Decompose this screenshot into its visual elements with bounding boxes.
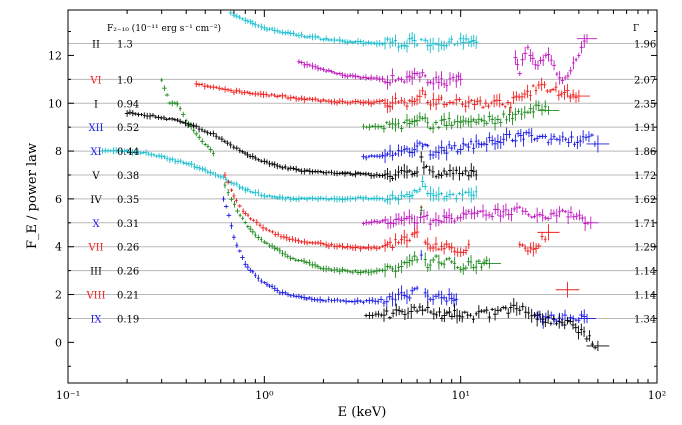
series-VIII xyxy=(555,281,580,298)
row-label-XII: XII xyxy=(88,123,103,134)
series-XI xyxy=(361,127,610,163)
y-tick-label: 12 xyxy=(48,49,62,62)
row-gamma-VII: 1.29 xyxy=(634,243,656,254)
row-flux-IX: 0.19 xyxy=(117,314,139,325)
y-tick-label: 4 xyxy=(55,241,62,254)
series-VII xyxy=(223,171,560,258)
series-III xyxy=(223,182,502,278)
row-gamma-III: 1.14 xyxy=(634,267,656,278)
series-II xyxy=(228,10,479,54)
flux-header: F₂₋₁₀ (10⁻¹¹ erg s⁻¹ cm⁻²) xyxy=(107,23,221,34)
x-tick-label: 10¹ xyxy=(451,389,469,402)
row-flux-XI: 0.44 xyxy=(117,147,139,158)
row-flux-I: 0.94 xyxy=(117,99,139,110)
plot-frame xyxy=(67,9,658,384)
row-flux-II: 1.3 xyxy=(117,39,133,50)
row-label-XI: XI xyxy=(90,147,101,158)
gamma-header: Γ xyxy=(633,24,639,34)
row-label-VII: VII xyxy=(87,243,103,254)
row-gamma-XII: 1.91 xyxy=(634,123,656,134)
row-flux-V: 0.38 xyxy=(117,171,139,182)
row-flux-X: 0.31 xyxy=(117,219,139,230)
x-tick-label: 10⁻¹ xyxy=(56,389,80,402)
row-gamma-XI: 1.86 xyxy=(634,147,656,158)
row-gamma-X: 1.71 xyxy=(634,219,656,230)
y-tick-label: 10 xyxy=(48,97,62,110)
x-tick-label: 10⁰ xyxy=(255,389,274,402)
series-VI xyxy=(297,33,598,92)
row-flux-VIII: 0.21 xyxy=(117,291,139,302)
series-IX xyxy=(221,196,597,329)
row-gamma-I: 2.35 xyxy=(634,99,656,110)
row-flux-IV: 0.35 xyxy=(117,195,139,206)
row-label-I: I xyxy=(94,99,98,110)
y-tick-label: 8 xyxy=(55,145,62,158)
row-label-II: II xyxy=(92,39,100,50)
row-label-V: V xyxy=(91,171,100,182)
series-V xyxy=(124,109,478,183)
row-label-III: III xyxy=(90,267,102,278)
offset-lines xyxy=(68,42,657,319)
row-label-IV: IV xyxy=(90,195,102,206)
series-IV xyxy=(100,147,478,205)
y-tick-label: 6 xyxy=(55,193,62,206)
row-label-IX: IX xyxy=(90,314,102,325)
row-gamma-V: 1.72 xyxy=(634,171,656,182)
x-axis-title: E (keV) xyxy=(338,405,387,420)
series-XII xyxy=(160,78,560,157)
row-flux-XII: 0.52 xyxy=(117,123,139,134)
row-label-VIII: VIII xyxy=(85,291,105,302)
axis-ticks: 0 2 4 6 8 10 12 10⁻¹ 10⁰ 10¹ 10² xyxy=(48,10,666,402)
row-flux-VII: 0.26 xyxy=(117,243,139,254)
row-label-VI: VI xyxy=(89,75,101,86)
series-layer xyxy=(100,10,610,352)
row-flux-III: 0.26 xyxy=(117,267,139,278)
series-IX-black xyxy=(364,298,610,352)
row-flux-VI: 1.0 xyxy=(117,75,133,86)
y-tick-label: 0 xyxy=(55,336,62,349)
row-gamma-VI: 2.07 xyxy=(634,75,656,86)
row-label-X: X xyxy=(92,219,100,230)
series-X xyxy=(361,202,599,232)
row-gamma-IX: 1.34 xyxy=(634,314,656,325)
row-gamma-VIII: 1.14 xyxy=(634,291,656,302)
row-gamma-II: 1.96 xyxy=(634,39,656,50)
row-gamma-IV: 1.62 xyxy=(634,195,656,206)
y-tick-label: 2 xyxy=(55,289,62,302)
y-axis-title: F_E / power law xyxy=(25,143,40,249)
x-tick-label: 10² xyxy=(648,389,666,402)
series-I xyxy=(194,77,590,114)
